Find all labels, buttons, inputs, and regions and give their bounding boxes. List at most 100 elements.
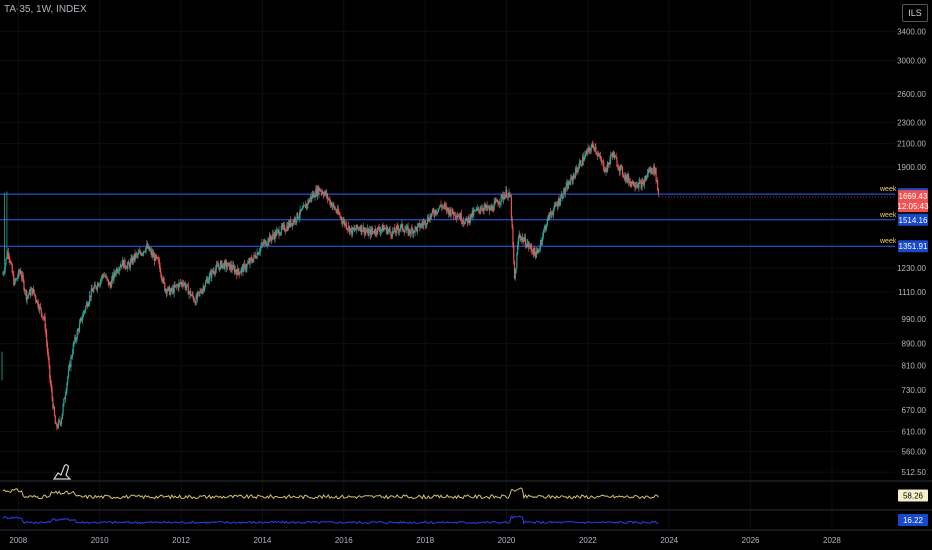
candle-body xyxy=(555,204,557,206)
candle-body xyxy=(92,290,94,292)
candle-body xyxy=(158,259,160,266)
candle-body xyxy=(410,227,412,234)
candle-body xyxy=(491,206,493,210)
candle-body xyxy=(403,231,405,233)
candle-body xyxy=(144,251,146,253)
candle-body xyxy=(365,230,367,232)
candle-body xyxy=(412,230,415,235)
candle-body xyxy=(540,240,542,245)
candle-body xyxy=(598,154,600,157)
last-price-value: 1669.43 xyxy=(899,192,928,201)
candle-body xyxy=(505,190,507,196)
price-tick-label: 730.00 xyxy=(902,386,927,395)
candle-body xyxy=(441,206,444,208)
candle-body xyxy=(315,189,317,198)
candle-body xyxy=(328,198,330,200)
candle-body xyxy=(96,288,98,290)
candle-body xyxy=(327,198,329,200)
candle-body xyxy=(655,167,657,181)
candle-body xyxy=(521,237,523,239)
candle-body xyxy=(520,238,523,240)
candle-body xyxy=(227,263,229,267)
candle-body xyxy=(36,300,38,303)
candle-body xyxy=(294,218,296,223)
candle-body xyxy=(353,228,355,230)
candle-body xyxy=(153,255,155,257)
candle-body xyxy=(177,285,179,289)
candle-body xyxy=(527,242,530,248)
candle-body xyxy=(297,217,300,219)
candle-body xyxy=(573,175,575,177)
candle-body xyxy=(117,271,119,273)
candle-body xyxy=(387,229,390,231)
candle-body xyxy=(512,227,514,246)
candle-body xyxy=(482,209,484,211)
candle-body xyxy=(326,193,329,199)
candle-body xyxy=(85,305,87,311)
candle-body xyxy=(9,258,11,263)
candle-body xyxy=(548,215,550,220)
candle-body xyxy=(47,352,49,358)
candle-body xyxy=(532,251,534,255)
candle-body xyxy=(198,291,200,293)
candle-body xyxy=(509,196,512,198)
candle-body xyxy=(556,204,558,206)
candle-body xyxy=(347,228,349,230)
candle-body xyxy=(268,238,270,243)
candle-body xyxy=(193,297,195,301)
candle-body xyxy=(648,170,650,173)
candle-body xyxy=(283,225,285,226)
candle-body xyxy=(186,284,188,287)
candle-body xyxy=(519,234,521,238)
oscillator-line xyxy=(2,487,659,500)
candle-body xyxy=(617,167,620,169)
candle-body xyxy=(139,251,142,254)
candle-body xyxy=(494,201,496,204)
candle-body xyxy=(496,200,498,203)
candle-body xyxy=(517,245,519,255)
candle-body xyxy=(378,227,380,231)
candle-body xyxy=(146,244,148,247)
time-tick-label: 2014 xyxy=(253,536,271,545)
candle-body xyxy=(355,224,358,230)
candle-body xyxy=(207,279,209,284)
symbol-title[interactable]: TA-35, 1W, INDEX xyxy=(4,4,87,15)
candle-body xyxy=(138,252,140,254)
candle-body xyxy=(438,208,440,212)
candle-body xyxy=(416,227,418,232)
candle-body xyxy=(125,266,127,268)
candle-body xyxy=(585,151,588,154)
candle-body xyxy=(31,288,33,291)
candle-body xyxy=(462,221,464,223)
price-tick-label: 3000.00 xyxy=(897,56,926,65)
candle-body xyxy=(581,156,584,166)
candle-body xyxy=(623,176,625,178)
candle-body xyxy=(452,212,455,216)
candle-body xyxy=(54,416,56,424)
candle-body xyxy=(93,284,95,289)
candle-body xyxy=(388,228,390,230)
candle-body xyxy=(240,271,242,273)
candle-body xyxy=(82,317,84,321)
candle-body xyxy=(42,317,45,319)
candle-body xyxy=(126,265,128,269)
candle-body xyxy=(333,206,336,210)
currency-button[interactable]: ILS xyxy=(902,4,928,22)
candle-body xyxy=(575,168,577,171)
level-value-text: 1514.16 xyxy=(899,216,928,225)
candle-body xyxy=(73,342,75,344)
candle-body xyxy=(131,258,133,264)
candle-body xyxy=(41,312,43,318)
candle-body xyxy=(128,262,130,265)
candle-body xyxy=(372,231,374,232)
candle-body xyxy=(100,278,103,280)
candle-body xyxy=(16,278,18,280)
candle-body xyxy=(220,261,222,264)
candle-body xyxy=(33,289,35,295)
candle-body xyxy=(543,228,545,231)
candle-body xyxy=(75,337,77,340)
candle-body xyxy=(319,187,321,191)
candle-body xyxy=(179,282,182,284)
candle-body xyxy=(78,323,81,331)
